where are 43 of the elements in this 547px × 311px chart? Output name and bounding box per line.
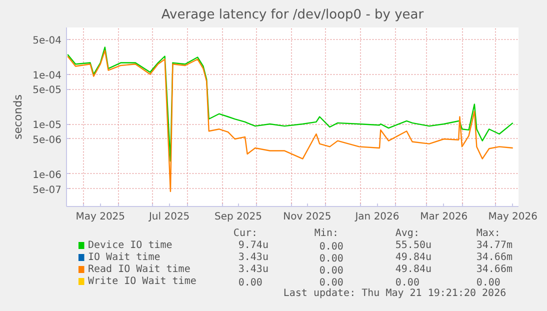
x-tick-label: May 2026 <box>488 212 538 222</box>
text: 49.84u <box>395 252 432 263</box>
text: Max: <box>476 228 500 239</box>
text: Cur: <box>233 228 258 239</box>
text: 0.00 <box>319 266 344 276</box>
line-series <box>67 46 514 162</box>
y-tick-label: 1e-05 <box>32 120 62 132</box>
y-tick-label: 5e-04 <box>32 35 62 46</box>
text: 9.74u <box>238 240 268 251</box>
line-series <box>67 50 514 192</box>
text: 0.00 <box>476 278 500 288</box>
text: 34.66m <box>476 264 512 275</box>
chart-title: Average latency for /dev/loop0 - by year <box>161 8 424 22</box>
text: 3.43u <box>238 264 268 275</box>
legend-label: Device IO time <box>88 240 172 251</box>
y-tick-label: 5e-06 <box>32 134 62 146</box>
text: Last update: Thu May 21 19:21:20 2026 <box>283 288 506 299</box>
text: 0.00 <box>395 278 420 288</box>
y-tick-label: 5e-07 <box>32 184 62 196</box>
x-tick-label: May 2025 <box>76 212 126 222</box>
text: Avg: <box>395 228 420 239</box>
text: 0.00 <box>238 278 262 288</box>
x-tick-label: Nov 2025 <box>283 212 332 222</box>
y-tick-label: 1e-06 <box>32 170 62 181</box>
legend-label: Read IO Wait time <box>88 264 190 275</box>
text: 3.43u <box>238 252 268 263</box>
y-tick-label: 1e-04 <box>32 70 62 82</box>
x-tick-label: Mar 2026 <box>420 212 468 222</box>
x-tick-label: Sep 2025 <box>214 212 262 222</box>
x-tick-label: Jan 2026 <box>354 212 400 222</box>
text: Min: <box>314 228 338 239</box>
text: 0.00 <box>319 254 344 264</box>
y-tick-label: 5e-05 <box>32 85 62 96</box>
y-axis-title: seconds <box>12 94 25 140</box>
text: 34.77m <box>476 240 512 251</box>
text: 49.84u <box>395 264 432 275</box>
text: 55.50u <box>395 240 432 251</box>
legend-label: IO Wait time <box>88 252 160 263</box>
x-tick-label: Jul 2025 <box>148 212 190 222</box>
text: 0.00 <box>319 278 344 288</box>
text: 34.66m <box>476 252 512 263</box>
legend-label: Write IO Wait time <box>88 276 196 287</box>
text: 0.00 <box>319 242 344 252</box>
